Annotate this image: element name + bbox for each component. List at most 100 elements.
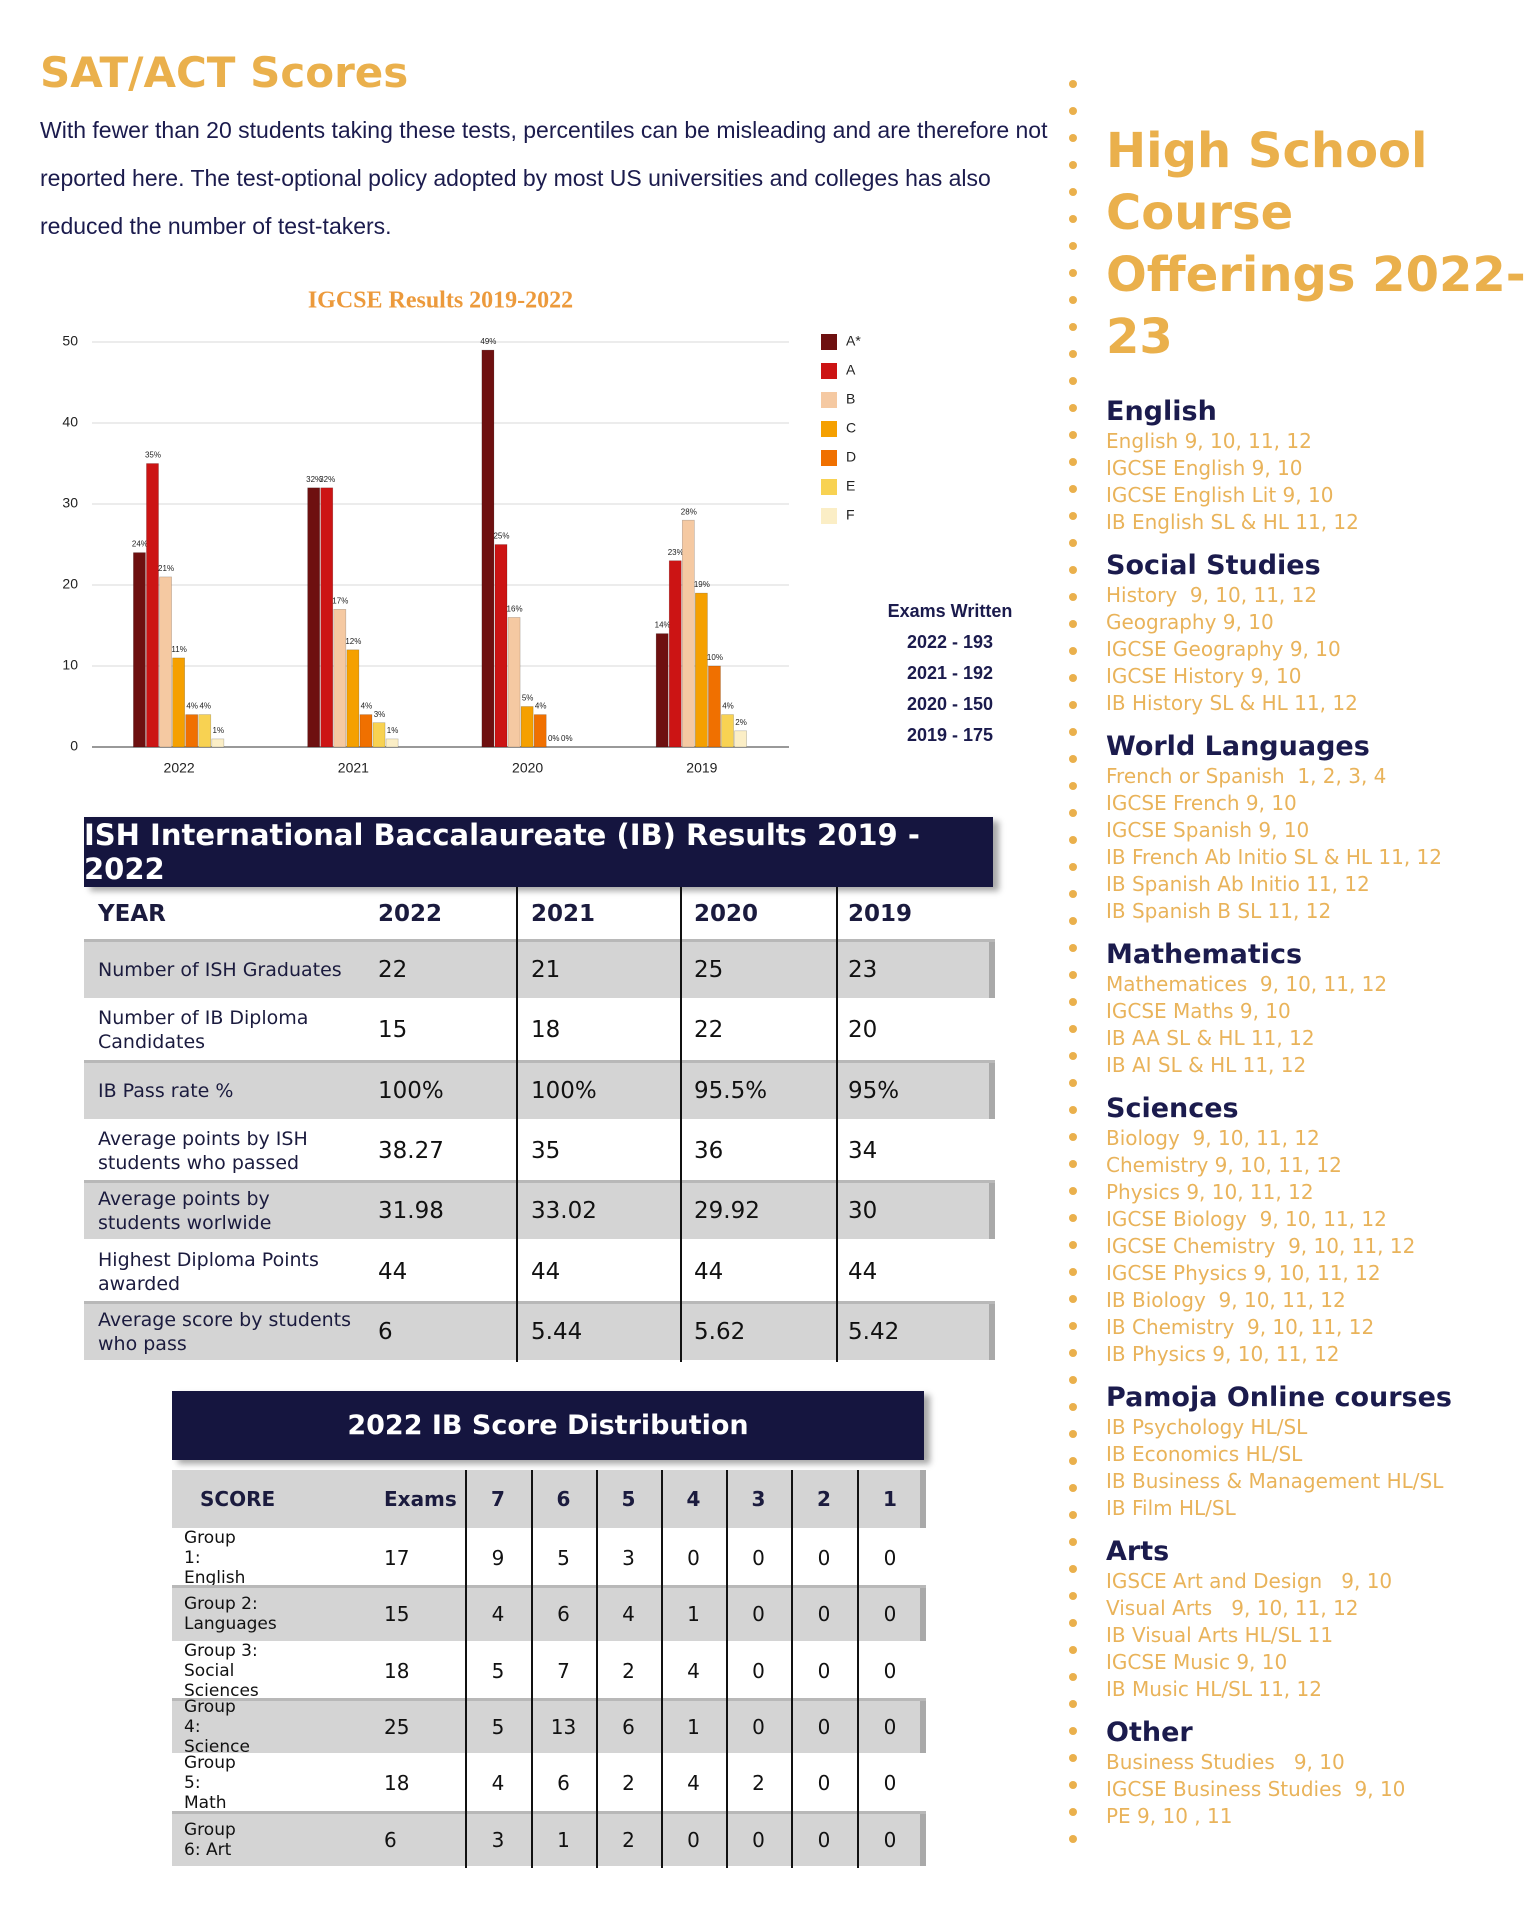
- value-label: 32%: [319, 475, 335, 484]
- value-label: 25%: [493, 532, 509, 541]
- bar: [655, 633, 669, 748]
- course-item: French or Spanish 1, 2, 3, 4: [1106, 764, 1387, 788]
- table-value: 0: [883, 1715, 897, 1740]
- table-value: 2: [752, 1771, 765, 1796]
- table-value: 44: [848, 1258, 878, 1285]
- divider-dot: [1069, 80, 1077, 88]
- divider-dot: [1069, 215, 1077, 223]
- annotation: 2019 - 175: [907, 725, 993, 745]
- value-label: 32%: [306, 475, 322, 484]
- column-header: 5: [621, 1487, 636, 1511]
- legend-swatch: [821, 392, 837, 408]
- column-header: 3: [751, 1487, 766, 1511]
- chart-title: IGCSE Results 2019-2022: [308, 288, 573, 314]
- column-divider: [836, 887, 838, 1363]
- divider-dot: [1069, 674, 1077, 682]
- table-value: 18: [531, 1017, 561, 1044]
- table-value: 38.27: [378, 1138, 444, 1165]
- divider-dot: [1069, 188, 1077, 196]
- column-header: 2019: [848, 900, 913, 927]
- course-item: IB Economics HL/SL: [1106, 1442, 1303, 1466]
- bar: [721, 714, 734, 748]
- divider-dot: [1069, 1025, 1077, 1033]
- course-item: IGCSE Maths 9, 10: [1106, 999, 1291, 1023]
- divider-dot: [1069, 1133, 1077, 1141]
- column-divider: [726, 1470, 728, 1868]
- table-value: 6: [378, 1318, 393, 1345]
- divider-dot: [1069, 485, 1077, 493]
- table-title-bar: [172, 1391, 924, 1460]
- annotation: 2021 - 192: [907, 663, 993, 683]
- course-item: Mathematices 9, 10, 11, 12: [1106, 972, 1388, 996]
- table-value: 0: [752, 1827, 765, 1852]
- column-divider: [516, 887, 518, 1363]
- annotation: 2020 - 150: [907, 694, 993, 714]
- divider-dot: [1069, 1214, 1077, 1222]
- table-value: 44: [531, 1258, 561, 1285]
- table-value: 5: [491, 1715, 505, 1740]
- divider-dot: [1069, 242, 1077, 250]
- table-value: 5: [557, 1546, 570, 1571]
- table-value: 0: [752, 1658, 765, 1683]
- divider-dot: [1069, 998, 1077, 1006]
- bar: [507, 617, 521, 748]
- divider-dot: [1069, 701, 1077, 709]
- divider-dot: [1069, 431, 1077, 439]
- column-header: SCORE: [200, 1487, 276, 1511]
- divider-dot: [1069, 890, 1077, 898]
- row-label: Average score by students who pass: [98, 1308, 352, 1355]
- divider-dot: [1069, 1484, 1077, 1492]
- value-label: 1%: [387, 726, 399, 735]
- bar: [133, 552, 146, 748]
- table-value: 44: [694, 1258, 724, 1285]
- table-value: 0: [752, 1715, 765, 1740]
- table-value: 0: [752, 1546, 765, 1571]
- course-item: IB Biology 9, 10, 11, 12: [1106, 1288, 1346, 1312]
- table-value: 4: [491, 1602, 505, 1627]
- y-tick-label: 0: [70, 738, 78, 754]
- table-value: 5.42: [848, 1318, 900, 1345]
- column-header: Exams: [384, 1487, 457, 1511]
- course-item: IB Film HL/SL: [1106, 1496, 1236, 1520]
- table-value: 6: [557, 1602, 570, 1627]
- value-label: 17%: [332, 596, 348, 605]
- course-item: PE 9, 10 , 11: [1106, 1804, 1233, 1828]
- x-tick-label: 2021: [338, 760, 369, 776]
- course-item: IB Physics 9, 10, 11, 12: [1106, 1342, 1340, 1366]
- divider-dot: [1069, 728, 1077, 736]
- table-value: 0: [817, 1715, 831, 1740]
- legend-swatch: [821, 421, 837, 437]
- divider-dot: [1069, 1835, 1077, 1843]
- table-value: 1: [687, 1715, 700, 1740]
- column-header: 2022: [378, 900, 443, 927]
- divider-dot: [1069, 1754, 1077, 1762]
- row-label: Group 2: Languages: [184, 1594, 277, 1635]
- divider-dot: [1069, 1781, 1077, 1789]
- course-heading: Mathematics: [1106, 939, 1303, 970]
- row-label: Number of ISH Graduates: [98, 959, 342, 982]
- table-title: ISH International Baccalaureate (IB) Res…: [84, 818, 920, 886]
- divider-dot: [1069, 1673, 1077, 1681]
- course-item: IGCSE Biology 9, 10, 11, 12: [1106, 1207, 1387, 1231]
- course-item: IGCSE English Lit 9, 10: [1106, 483, 1334, 507]
- divider-dot: [1069, 350, 1077, 358]
- column-header: 6: [556, 1487, 571, 1511]
- column-divider: [857, 1470, 859, 1868]
- course-item: Biology 9, 10, 11, 12: [1106, 1126, 1320, 1150]
- row-band: [172, 1813, 926, 1866]
- table-value: 30: [848, 1198, 878, 1225]
- divider-dot: [1069, 1052, 1077, 1060]
- row-band: [172, 1588, 926, 1641]
- table-value: 0: [817, 1658, 831, 1683]
- divider-dot: [1069, 1727, 1077, 1735]
- table-value: 22: [378, 957, 408, 984]
- course-list: High School Course Offerings 2022-23 Eng…: [1106, 120, 1526, 1830]
- table-value: 6: [557, 1771, 570, 1796]
- column-divider: [791, 1470, 793, 1868]
- x-tick-label: 2019: [686, 760, 717, 776]
- divider-dot: [1069, 755, 1077, 763]
- table-value: 100%: [531, 1077, 597, 1104]
- legend-swatch: [821, 450, 837, 466]
